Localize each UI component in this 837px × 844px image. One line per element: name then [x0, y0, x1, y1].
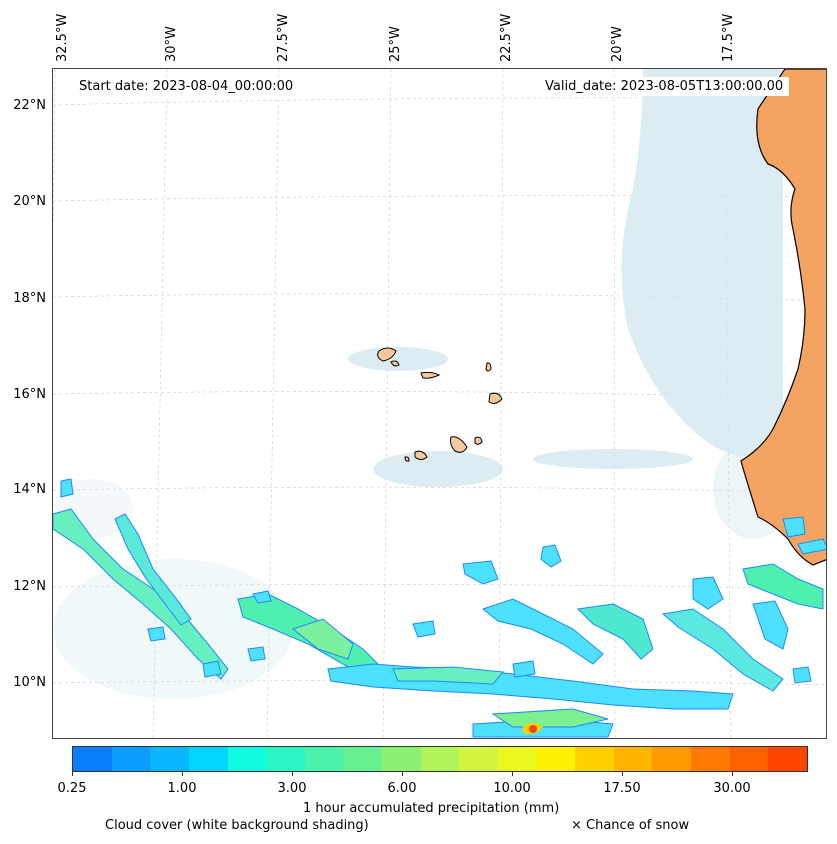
lon-label-22-5w: 22.5°W — [499, 13, 514, 62]
lat-label-22n: 22°N — [13, 98, 46, 113]
valid-date-label: Valid_date: 2023-08-05T13:00:00.00 — [539, 77, 790, 96]
colorbar-segment — [768, 747, 807, 771]
lon-label-32-5w: 32.5°W — [55, 13, 70, 62]
colorbar-segment — [575, 747, 614, 771]
lat-label-18n: 18°N — [13, 291, 46, 306]
colorbar-segment — [382, 747, 421, 771]
colorbar-segment — [304, 747, 344, 771]
colorbar-tick-0-25: 0.25 — [57, 781, 87, 796]
colorbar-segment — [536, 747, 576, 771]
lon-label-20w: 20°W — [610, 26, 625, 62]
colorbar-segment — [111, 747, 151, 771]
start-date-label: Start date: 2023-08-04_00:00:00 — [73, 77, 300, 96]
precipitation-colorbar — [72, 746, 808, 772]
lat-label-12n: 12°N — [13, 579, 46, 594]
lon-label-30w: 30°W — [164, 26, 179, 62]
cloud-cover-legend: Cloud cover (white background shading) — [105, 818, 369, 833]
colorbar-segment — [343, 747, 382, 771]
lon-label-25w: 25°W — [388, 26, 403, 62]
colorbar-segment — [150, 747, 189, 771]
cape-verde-islands — [377, 347, 503, 462]
lon-label-27-5w: 27.5°W — [276, 13, 291, 62]
lat-label-20n: 20°N — [13, 194, 46, 209]
colorbar-tick-3-00: 3.00 — [277, 781, 307, 796]
colorbar-segment — [652, 747, 691, 771]
colorbar-segment — [613, 747, 653, 771]
colorbar-segment — [73, 747, 112, 771]
snow-legend: × Chance of snow — [571, 818, 690, 833]
colorbar-tick-6-00: 6.00 — [387, 781, 417, 796]
map-panel[interactable]: Start date: 2023-08-04_00:00:00 Valid_da… — [52, 68, 827, 739]
lon-label-17-5w: 17.5°W — [721, 13, 736, 62]
colorbar-segment — [459, 747, 498, 771]
lat-label-10n: 10°N — [13, 675, 46, 690]
lat-label-14n: 14°N — [13, 482, 46, 497]
colorbar-label: 1 hour accumulated precipitation (mm) — [303, 801, 560, 816]
colorbar-segment — [420, 747, 460, 771]
colorbar-tick-30-00: 30.00 — [713, 781, 751, 796]
colorbar-segment — [497, 747, 537, 771]
map-canvas — [53, 69, 826, 738]
africa-landmass — [740, 69, 826, 566]
colorbar-segment — [266, 747, 305, 771]
colorbar-segment — [729, 747, 769, 771]
colorbar-segment — [227, 747, 267, 771]
colorbar-tick-17-50: 17.50 — [603, 781, 641, 796]
colorbar-segment — [691, 747, 730, 771]
lat-label-16n: 16°N — [13, 387, 46, 402]
colorbar-tick-10-00: 10.00 — [493, 781, 531, 796]
colorbar-tick-1-00: 1.00 — [167, 781, 197, 796]
precipitation-bands — [53, 478, 826, 738]
colorbar-segment — [188, 747, 228, 771]
